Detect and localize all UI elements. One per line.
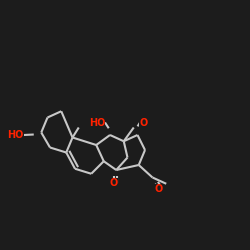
Text: O: O — [110, 178, 118, 188]
Text: O: O — [154, 184, 163, 194]
Text: HO: HO — [8, 130, 24, 140]
Text: O: O — [140, 118, 148, 128]
Text: HO: HO — [88, 118, 105, 128]
